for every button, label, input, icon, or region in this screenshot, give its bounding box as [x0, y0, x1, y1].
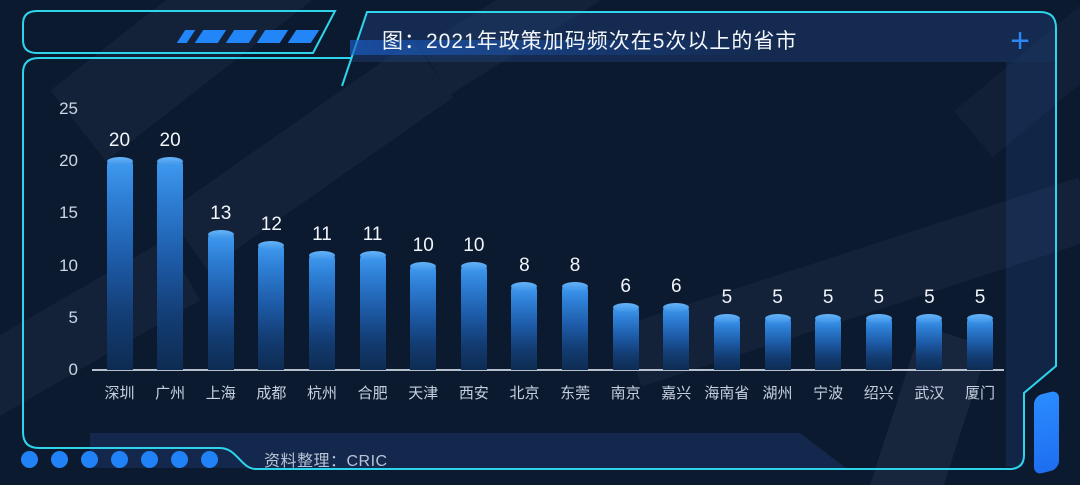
- bar: [865, 317, 892, 370]
- bar-value-label: 13: [210, 203, 232, 225]
- bar-cap: [460, 261, 487, 271]
- x-axis-label: 广州: [155, 385, 186, 402]
- bar-value-label: 6: [671, 276, 682, 298]
- bar-cap: [207, 230, 234, 240]
- x-axis-label: 海南省: [704, 385, 750, 402]
- bar-value-label: 8: [519, 255, 530, 277]
- bar-value-label: 11: [362, 224, 383, 246]
- bar-cap: [157, 157, 184, 166]
- bar: [460, 265, 487, 370]
- x-axis-label: 北京: [509, 385, 540, 402]
- source-text: 资料整理：CRIC: [264, 453, 388, 470]
- dot: [51, 451, 68, 468]
- bar-cap: [410, 261, 437, 271]
- bar: [916, 317, 943, 370]
- bar: [562, 286, 589, 370]
- bar: [663, 307, 690, 370]
- bar-value-label: 20: [108, 130, 131, 151]
- dot: [171, 451, 188, 468]
- dot: [141, 451, 158, 468]
- bar-value-label: 5: [873, 286, 885, 308]
- bar-value-label: 5: [822, 286, 834, 308]
- x-axis-label: 合肥: [357, 385, 388, 402]
- plus-icon[interactable]: +: [1010, 22, 1030, 60]
- dot-decoration: [21, 451, 231, 473]
- bar-cap: [967, 313, 994, 323]
- bar: [764, 317, 791, 370]
- x-axis-label: 绍兴: [863, 385, 894, 402]
- dot: [21, 451, 38, 468]
- x-axis-line: [92, 369, 1004, 371]
- bar-cap: [713, 313, 740, 323]
- topleft-capsule-outline: [22, 10, 337, 54]
- title-highlight-stripe: [350, 40, 764, 55]
- bar-cap: [562, 282, 589, 292]
- right-strip-fill: [1006, 62, 1055, 467]
- bar: [612, 307, 639, 370]
- bar-cap: [663, 303, 690, 313]
- y-axis-tick-label: 15: [59, 203, 78, 223]
- bar-cap: [612, 303, 639, 313]
- bar: [258, 244, 285, 370]
- x-axis-label: 宁波: [813, 385, 844, 402]
- y-axis-tick-label: 10: [59, 255, 78, 275]
- bar: [410, 265, 437, 370]
- frame-border: [22, 11, 1057, 470]
- bar-value-label: 5: [721, 286, 733, 308]
- x-axis-label: 杭州: [306, 385, 337, 402]
- x-axis-label: 成都: [256, 385, 287, 402]
- bar-cap: [764, 313, 791, 323]
- bar-cap: [308, 251, 335, 261]
- x-axis-label: 南京: [610, 385, 641, 402]
- x-axis-label: 西安: [458, 385, 489, 402]
- bar: [207, 234, 234, 370]
- bar-cap: [258, 240, 285, 250]
- bar-value-label: 10: [463, 234, 485, 256]
- bar-cap: [511, 282, 538, 292]
- bar: [106, 161, 133, 370]
- bar: [713, 317, 740, 370]
- bar-value-label: 8: [569, 255, 581, 277]
- x-axis-label: 深圳: [104, 385, 135, 402]
- bar-cap: [106, 157, 133, 166]
- x-axis-label: 厦门: [965, 385, 996, 402]
- dot: [111, 451, 128, 468]
- bar: [359, 255, 386, 370]
- bar-value-label: 11: [312, 224, 332, 246]
- x-axis-label: 上海: [205, 385, 236, 402]
- y-axis-tick-label: 20: [59, 151, 78, 170]
- x-axis-label: 嘉兴: [661, 385, 692, 402]
- bar: [815, 317, 842, 370]
- x-axis-label: 湖州: [762, 385, 793, 402]
- bar-cap: [916, 313, 943, 323]
- bar-value-label: 20: [159, 130, 181, 151]
- bar: [511, 286, 538, 370]
- chart-title: 图：2021年政策加码频次在5次以上的省市: [382, 30, 798, 53]
- bar-value-label: 6: [620, 276, 631, 298]
- bar-value-label: 5: [924, 286, 935, 308]
- bar: [308, 255, 335, 370]
- x-axis-label: 东莞: [560, 385, 591, 402]
- x-axis-label: 天津: [408, 385, 439, 402]
- footer-band-fill: [90, 433, 846, 468]
- y-axis-tick-label: 0: [68, 360, 78, 379]
- bar-value-label: 5: [974, 286, 986, 308]
- bar-cap: [815, 313, 842, 323]
- y-axis-tick-label: 25: [59, 98, 78, 118]
- bar-cap: [359, 251, 386, 261]
- dot: [201, 451, 218, 468]
- dot: [81, 451, 98, 468]
- x-axis-label: 武汉: [914, 385, 945, 402]
- side-accent-bar: [1034, 389, 1059, 476]
- y-axis-tick-label: 5: [68, 307, 78, 327]
- bar-value-label: 5: [772, 286, 783, 308]
- bar-cap: [865, 313, 892, 323]
- bar: [967, 317, 994, 370]
- bar-value-label: 12: [260, 213, 282, 235]
- bar: [157, 161, 184, 370]
- bar-value-label: 10: [412, 234, 434, 256]
